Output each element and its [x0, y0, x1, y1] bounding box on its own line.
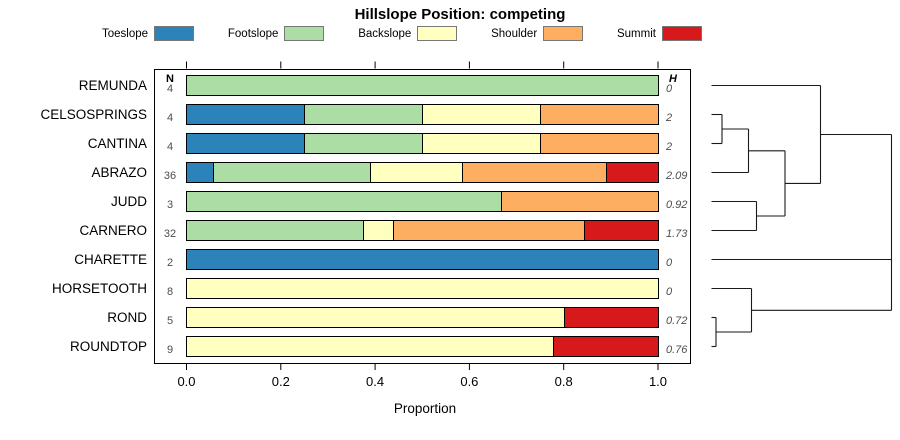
x-axis-tick-label: 0.4 — [366, 374, 385, 389]
legend-label: Shoulder — [491, 27, 538, 40]
stacked-bar — [185, 249, 659, 270]
h-value: 0.72 — [666, 314, 688, 327]
site-label: ABRAZO — [91, 164, 147, 180]
h-value: 2.09 — [666, 169, 688, 182]
legend-item-shoulder: Shoulder — [491, 26, 584, 41]
x-axis-tick-label: 0.8 — [554, 374, 573, 389]
stacked-bar — [185, 220, 659, 241]
bar-segment-backslope — [186, 337, 554, 356]
stacked-bar — [185, 133, 659, 154]
h-value: 0 — [666, 256, 673, 269]
x-axis-tick-label: 1.0 — [648, 374, 668, 389]
bar-segment-backslope — [186, 279, 658, 298]
x-axis-tick-label: 0.6 — [460, 374, 479, 389]
legend-swatch-icon — [154, 26, 195, 41]
plot-frame — [154, 69, 691, 364]
bar-segment-toeslope — [186, 134, 305, 153]
bar-segment-backslope — [422, 134, 541, 153]
bar-segment-backslope — [363, 221, 393, 240]
bar-segment-footslope — [186, 221, 364, 240]
legend-swatch-icon — [661, 26, 702, 41]
bar-segment-toeslope — [186, 105, 305, 124]
bar-segment-toeslope — [186, 163, 213, 182]
legend-item-backslope: Backslope — [358, 26, 458, 41]
legend-swatch-icon — [543, 26, 584, 41]
h-value: 2 — [666, 111, 673, 124]
bar-segment-toeslope — [186, 250, 658, 269]
site-label: JUDD — [111, 193, 147, 209]
site-label: ROND — [107, 309, 147, 325]
x-axis-tick-label: 0.0 — [177, 374, 196, 389]
h-value: 0 — [666, 285, 673, 298]
bar-segment-backslope — [186, 308, 564, 327]
bar-segment-summit — [553, 337, 658, 356]
site-label: REMUNDA — [78, 77, 147, 93]
h-value: 1.73 — [666, 227, 688, 240]
stacked-bar — [185, 278, 659, 299]
stacked-bar — [185, 336, 659, 357]
bar-segment-shoulder — [540, 134, 658, 153]
n-value: 36 — [163, 169, 177, 182]
n-value: 9 — [166, 343, 174, 356]
bar-segment-footslope — [186, 192, 501, 211]
site-label: CHARETTE — [74, 251, 147, 267]
stacked-bar — [185, 162, 659, 183]
n-value: 5 — [166, 314, 174, 327]
legend-item-toeslope: Toeslope — [102, 26, 195, 41]
bar-segment-summit — [563, 308, 658, 327]
legend: Toeslope Footslope Backslope Shoulder Summit — [102, 26, 702, 41]
site-label: HORSETOOTH — [51, 280, 147, 296]
h-column-header: H — [669, 73, 677, 85]
site-label: CELSOSPRINGS — [40, 106, 147, 122]
bar-segment-shoulder — [540, 105, 658, 124]
site-label: ROUNDTOP — [69, 338, 147, 354]
stacked-bar — [185, 307, 659, 328]
bar-segment-shoulder — [500, 192, 658, 211]
n-value: 8 — [166, 285, 174, 298]
n-value: 4 — [166, 140, 174, 153]
legend-label: Toeslope — [102, 27, 149, 40]
bar-segment-shoulder — [461, 163, 606, 182]
dendrogram — [711, 84, 893, 348]
stacked-bar — [185, 191, 659, 212]
legend-label: Footslope — [227, 27, 279, 40]
bar-segment-footslope — [186, 76, 658, 95]
legend-label: Summit — [616, 27, 656, 40]
legend-swatch-icon — [284, 26, 325, 41]
bar-segment-footslope — [304, 134, 423, 153]
site-label: CARNERO — [79, 222, 147, 238]
bar-segment-summit — [584, 221, 658, 240]
x-axis-title: Proportion — [393, 401, 457, 416]
n-value: 3 — [166, 198, 174, 211]
stacked-bar — [185, 75, 659, 96]
n-value: 2 — [166, 256, 174, 269]
site-label: CANTINA — [87, 135, 147, 151]
n-value: 4 — [166, 111, 174, 124]
bar-segment-footslope — [212, 163, 370, 182]
n-column-header: N — [166, 73, 174, 85]
bar-segment-backslope — [369, 163, 462, 182]
bar-segment-shoulder — [392, 221, 585, 240]
legend-item-footslope: Footslope — [228, 26, 325, 41]
n-value: 32 — [163, 227, 177, 240]
n-value: 4 — [166, 82, 174, 95]
h-value: 0.92 — [666, 198, 688, 211]
chart-title: Hillslope Position: competing — [354, 6, 566, 23]
h-value: 2 — [666, 140, 673, 153]
bar-segment-backslope — [422, 105, 541, 124]
legend-label: Backslope — [358, 27, 412, 40]
stacked-bar — [185, 104, 659, 125]
bar-segment-footslope — [304, 105, 423, 124]
bar-segment-summit — [605, 163, 658, 182]
h-value: 0.76 — [666, 343, 688, 356]
h-value: 0 — [666, 82, 673, 95]
legend-swatch-icon — [417, 26, 458, 41]
x-axis-tick-label: 0.2 — [271, 374, 290, 389]
legend-item-summit: Summit — [617, 26, 702, 41]
